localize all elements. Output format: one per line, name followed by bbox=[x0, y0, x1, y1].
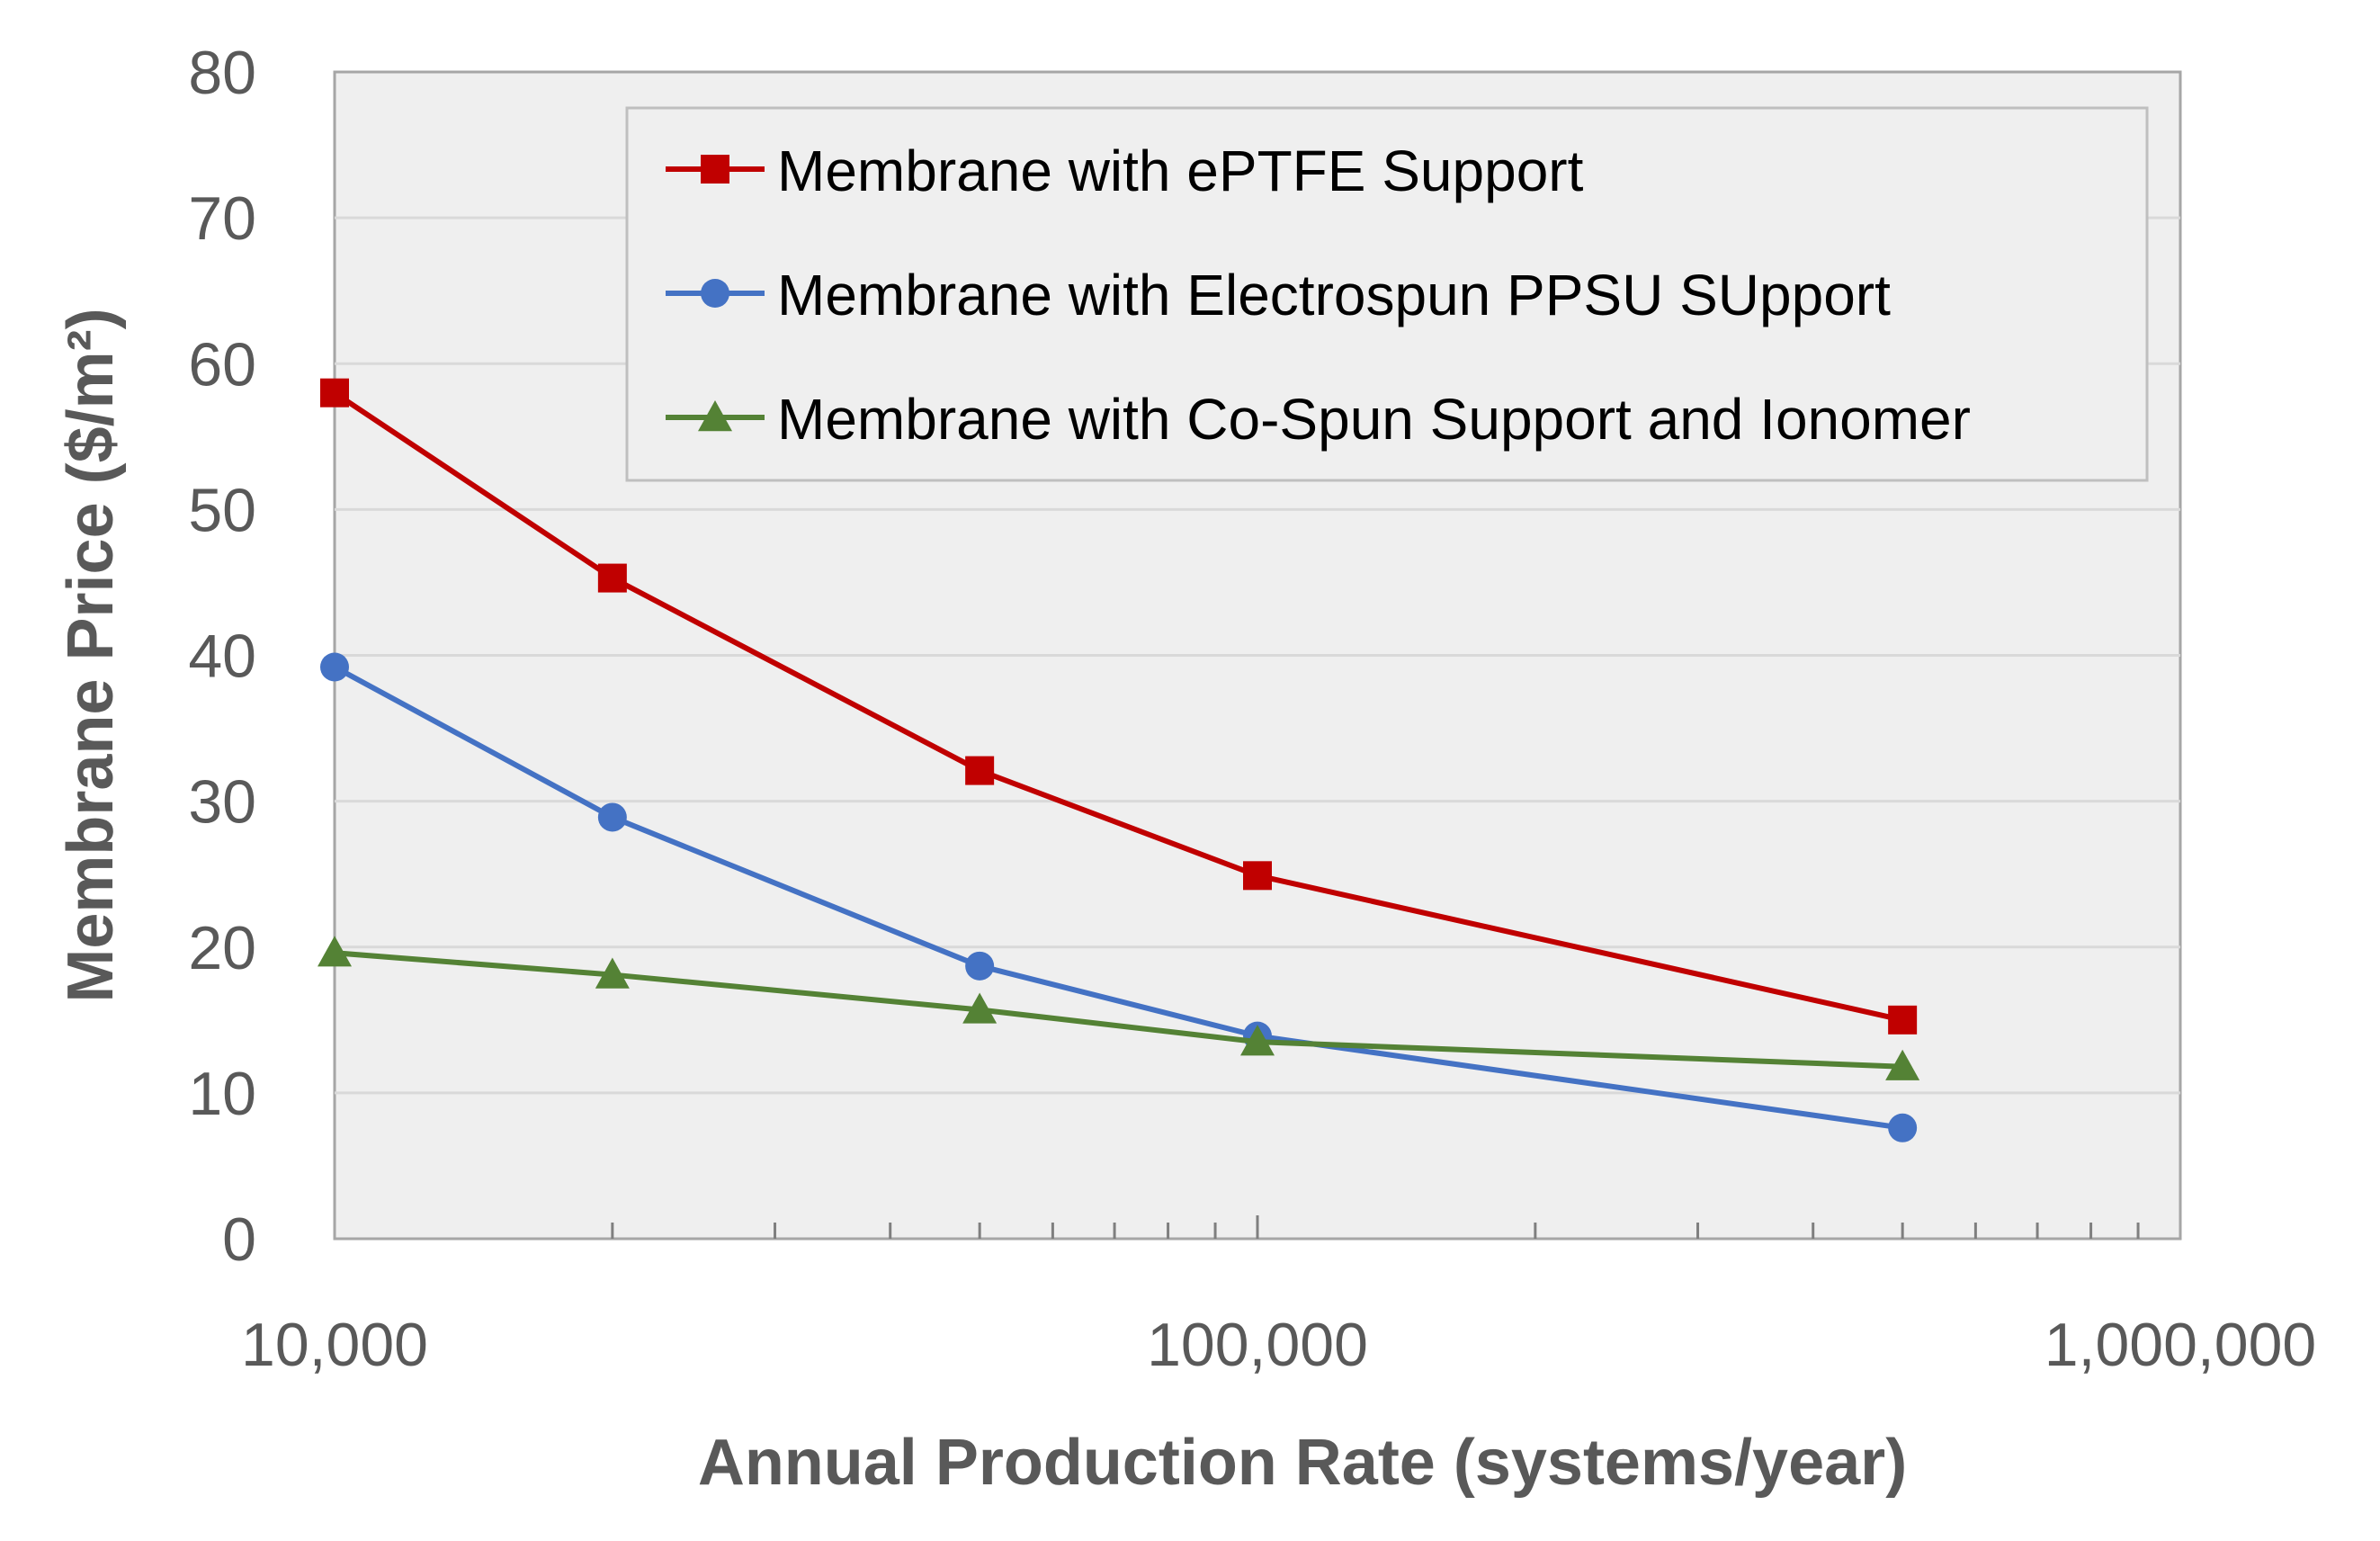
legend-item-2: Membrane with Electrospun PPSU SUpport bbox=[666, 263, 1891, 327]
data-point bbox=[1888, 1113, 1918, 1142]
legend-marker bbox=[698, 400, 732, 432]
legend-marker bbox=[701, 155, 729, 184]
y-tick-label: 40 bbox=[188, 623, 256, 691]
data-point bbox=[1240, 1025, 1275, 1056]
data-point bbox=[965, 951, 995, 981]
x-tick-label: 100,000 bbox=[1147, 1311, 1368, 1379]
data-point bbox=[597, 802, 627, 832]
y-tick-label: 10 bbox=[188, 1060, 256, 1128]
data-point bbox=[965, 756, 995, 785]
legend-label: Membrane with Electrospun PPSU SUpport bbox=[777, 263, 1891, 327]
y-tick-label: 0 bbox=[222, 1205, 256, 1274]
y-tick-label: 80 bbox=[188, 39, 256, 107]
y-tick-label: 60 bbox=[188, 330, 256, 399]
data-point bbox=[595, 957, 630, 989]
y-tick-label: 70 bbox=[188, 184, 256, 253]
data-point bbox=[597, 563, 627, 593]
x-tick-label: 10,000 bbox=[241, 1311, 428, 1379]
series-3 bbox=[318, 936, 1920, 1080]
series-group bbox=[318, 378, 1920, 1142]
data-point bbox=[1888, 1005, 1918, 1035]
data-point bbox=[1885, 1049, 1920, 1080]
x-tick-label: 1,000,000 bbox=[2044, 1311, 2317, 1379]
x-axis-title: Annual Production Rate (systems/year) bbox=[698, 1427, 1907, 1499]
legend: Membrane with ePTFE Support Membrane with… bbox=[625, 106, 2149, 482]
data-point bbox=[1243, 861, 1272, 891]
legend-label: Membrane with Co-Spun Support and Ionome… bbox=[777, 387, 1971, 452]
axis-ticks: 0 10 20 30 40 50 60 70 80 10,000 100,000 1,000,000 bbox=[188, 39, 2316, 1379]
legend-item-3: Membrane with Co-Spun Support and Ionome… bbox=[666, 387, 1971, 452]
legend-marker bbox=[701, 279, 729, 308]
y-tick-label: 50 bbox=[188, 476, 256, 544]
data-point bbox=[962, 992, 998, 1024]
data-point bbox=[318, 936, 352, 967]
legend-box bbox=[625, 106, 2149, 482]
y-axis-title: Membrane Price ($/m²) bbox=[55, 308, 127, 1002]
legend-item-1: Membrane with ePTFE Support bbox=[666, 139, 1584, 203]
data-point bbox=[320, 378, 349, 408]
data-point bbox=[320, 652, 349, 682]
y-tick-label: 20 bbox=[188, 914, 256, 982]
series-1 bbox=[320, 378, 1918, 1035]
legend-label: Membrane with ePTFE Support bbox=[777, 139, 1584, 203]
y-tick-label: 30 bbox=[188, 768, 256, 837]
